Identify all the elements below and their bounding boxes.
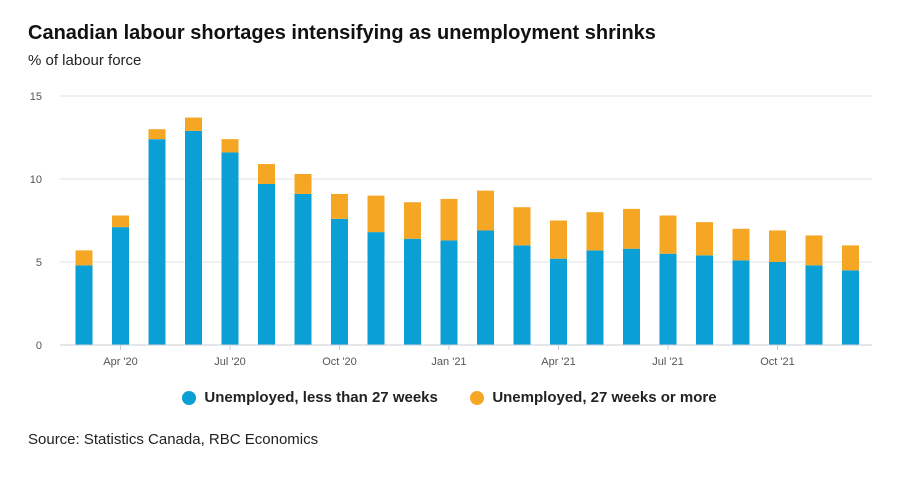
bar-long-term[interactable] — [586, 212, 604, 251]
chart-title: Canadian labour shortages intensifying a… — [28, 22, 656, 44]
chart-plot: 0 5 10 15 Apr '20 Jul '20 Oct '20 Jan '21 Apr '2… — [30, 91, 872, 368]
bar-long-term[interactable] — [112, 215, 129, 228]
bar-long-term[interactable] — [221, 139, 239, 153]
bar-short-term[interactable] — [221, 152, 239, 345]
legend-label-short-term: Unemployed, less than 27 weeks — [204, 389, 438, 406]
legend-dot-long-term-icon — [470, 390, 485, 405]
bar-short-term[interactable] — [769, 262, 786, 345]
bar-short-term[interactable] — [440, 240, 458, 345]
y-tick-label: 15 — [30, 91, 42, 103]
bar-short-term[interactable] — [513, 245, 531, 345]
bar-long-term[interactable] — [477, 190, 494, 231]
bar-long-term[interactable] — [294, 174, 312, 194]
bar-long-term[interactable] — [513, 207, 531, 246]
bar-short-term[interactable] — [75, 265, 93, 345]
x-tick-label: Apr '21 — [541, 356, 576, 368]
bar-long-term[interactable] — [732, 228, 750, 261]
bar-short-term[interactable] — [185, 130, 202, 345]
x-tick-label: Jul '21 — [652, 356, 683, 368]
bar-short-term[interactable] — [842, 270, 859, 345]
bar-long-term[interactable] — [696, 222, 713, 256]
legend-item-long-term[interactable]: Unemployed, 27 weeks or more — [470, 389, 717, 406]
bar-long-term[interactable] — [331, 193, 348, 219]
x-tick-label: Oct '20 — [322, 356, 357, 368]
x-tick-label: Jan '21 — [431, 356, 466, 368]
bar-short-term[interactable] — [294, 193, 312, 345]
legend-label-long-term: Unemployed, 27 weeks or more — [492, 389, 717, 406]
bar-short-term[interactable] — [623, 248, 640, 345]
bar-short-term[interactable] — [550, 258, 567, 345]
bar-short-term[interactable] — [258, 183, 275, 345]
legend-item-short-term[interactable]: Unemployed, less than 27 weeks — [182, 389, 438, 406]
bar-short-term[interactable] — [112, 227, 129, 345]
bar-long-term[interactable] — [185, 117, 202, 131]
bar-short-term[interactable] — [732, 260, 750, 345]
bar-long-term[interactable] — [404, 202, 421, 239]
legend-dot-short-term-icon — [182, 390, 197, 405]
bar-long-term[interactable] — [659, 215, 677, 254]
x-tick-label: Oct '21 — [760, 356, 795, 368]
bar-long-term[interactable] — [258, 164, 275, 184]
bar-short-term[interactable] — [148, 139, 166, 345]
bar-long-term[interactable] — [148, 129, 166, 140]
bar-long-term[interactable] — [769, 230, 786, 262]
chart-legend: Unemployed, less than 27 weeks Unemploye… — [0, 389, 899, 410]
bar-long-term[interactable] — [623, 208, 640, 249]
bar-long-term[interactable] — [440, 198, 458, 241]
x-tick-label: Apr '20 — [103, 356, 138, 368]
x-tick-label: Jul '20 — [214, 356, 245, 368]
y-tick-label: 10 — [30, 174, 42, 186]
bar-short-term[interactable] — [696, 255, 713, 345]
y-tick-label: 0 — [36, 340, 42, 352]
bar-long-term[interactable] — [550, 220, 567, 259]
bar-short-term[interactable] — [331, 218, 348, 345]
chart-source: Source: Statistics Canada, RBC Economics — [28, 431, 319, 448]
bar-short-term[interactable] — [367, 232, 385, 345]
bar-short-term[interactable] — [805, 265, 823, 345]
bar-short-term[interactable] — [659, 253, 677, 345]
bar-long-term[interactable] — [367, 195, 385, 233]
bar-short-term[interactable] — [586, 250, 604, 345]
bar-short-term[interactable] — [477, 230, 494, 345]
bar-short-term[interactable] — [404, 238, 421, 345]
bar-long-term[interactable] — [75, 250, 93, 266]
y-tick-label: 5 — [36, 257, 42, 269]
bar-long-term[interactable] — [805, 235, 823, 266]
chart-subtitle: % of labour force — [28, 52, 142, 69]
bar-long-term[interactable] — [842, 245, 859, 271]
